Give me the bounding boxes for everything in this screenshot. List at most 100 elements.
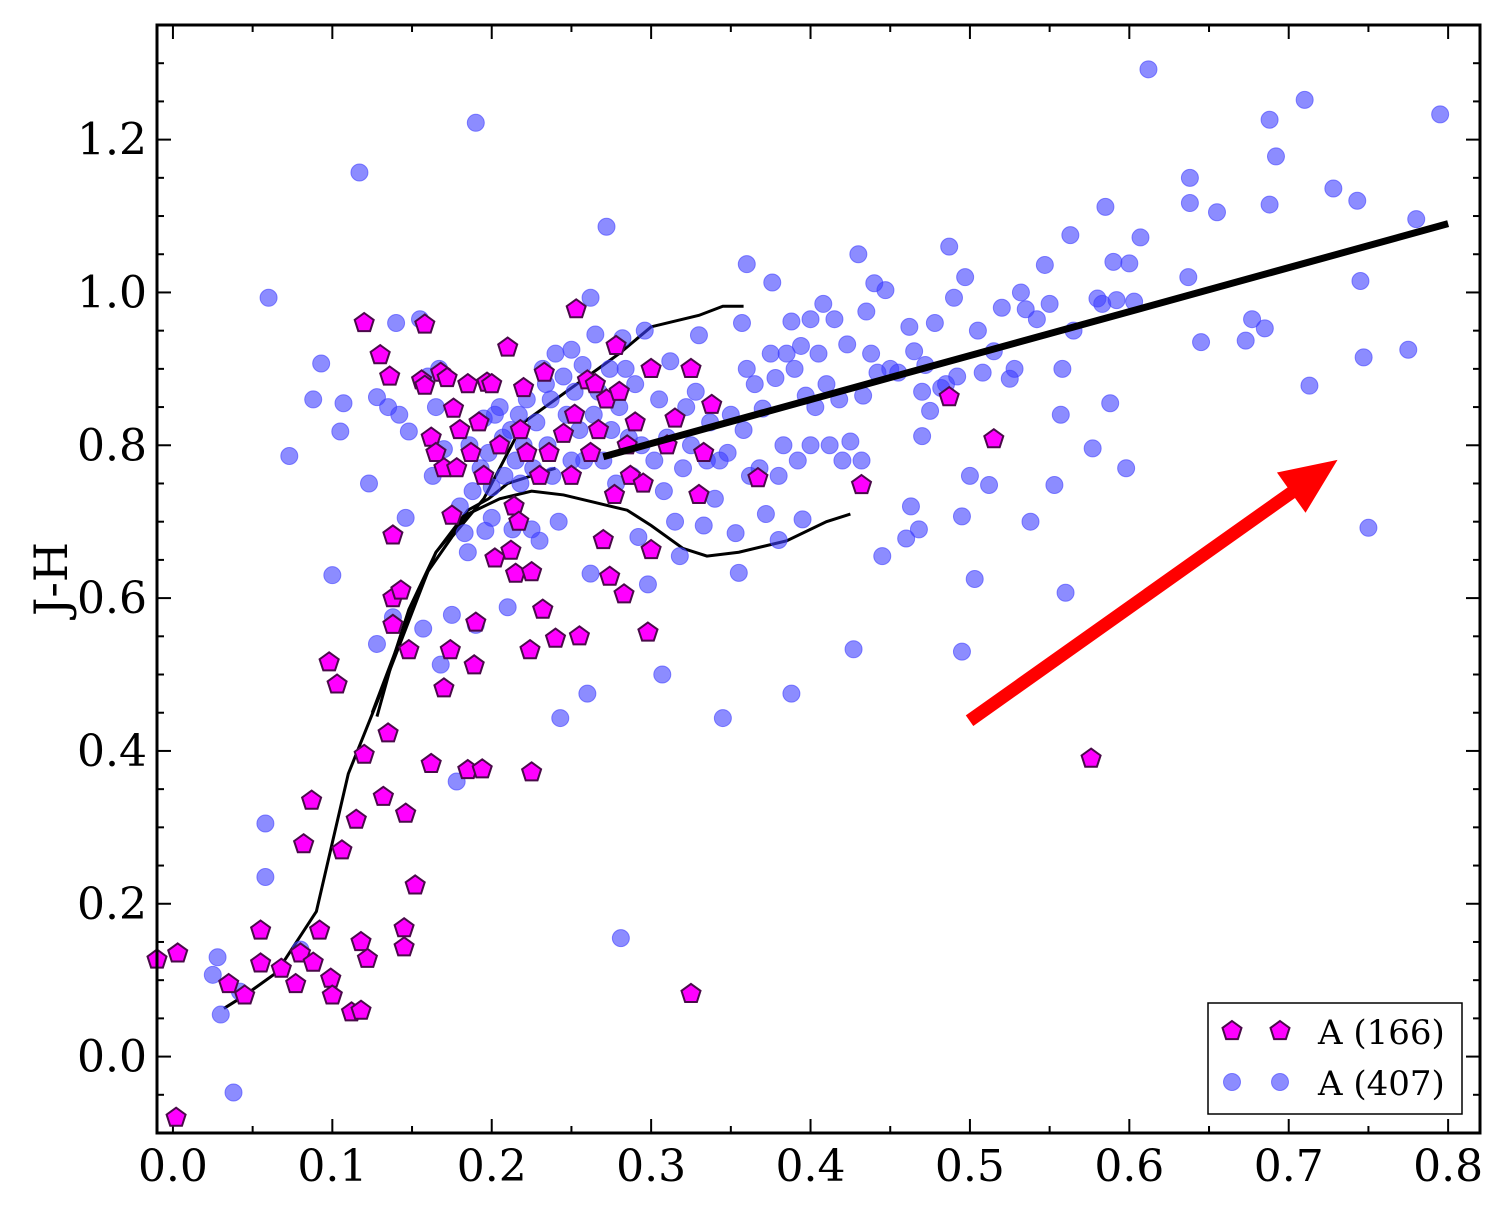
data-point-circle (1051, 405, 1070, 424)
data-point-pentagon (938, 385, 960, 407)
data-point-circle (897, 529, 916, 548)
data-point-pentagon (249, 919, 272, 940)
data-point-pentagon (353, 311, 375, 333)
data-point-circle (782, 684, 801, 703)
data-point-circle (1053, 359, 1072, 378)
data-point-circle (304, 390, 323, 409)
data-point-circle (801, 310, 820, 329)
data-point-circle (597, 217, 616, 236)
data-point-circle (1359, 518, 1378, 537)
data-point-pentagon (321, 984, 343, 1005)
data-point-circle (312, 354, 331, 373)
data-point-circle (1300, 376, 1319, 395)
data-point-circle (431, 655, 450, 674)
data-point-pentagon (489, 434, 511, 455)
data-point-circle (511, 474, 530, 493)
data-point-pentagon (463, 654, 485, 675)
data-point-circle (876, 281, 895, 300)
data-point-circle (581, 564, 600, 583)
data-point-circle (737, 359, 756, 378)
data-point-circle (960, 466, 979, 485)
data-point-pentagon (372, 785, 395, 806)
data-point-pentagon (436, 366, 458, 388)
data-point-circle (726, 524, 745, 543)
legend-pentagon-icon (1269, 1019, 1291, 1041)
data-point-circle (713, 709, 732, 728)
data-point-circle (1035, 255, 1054, 274)
data-point-pentagon (640, 357, 662, 378)
data-point-pentagon (579, 441, 602, 462)
data-point-circle (1104, 252, 1123, 271)
data-point-circle (1061, 226, 1080, 245)
data-point-circle (718, 443, 737, 462)
data-point-circle (554, 367, 573, 386)
data-point-circle (766, 369, 785, 388)
data-point-circle (1096, 197, 1115, 216)
data-point-circle (390, 405, 409, 424)
data-point-pentagon (331, 839, 353, 860)
data-point-pentagon (326, 673, 348, 694)
data-point-circle (1021, 512, 1040, 531)
data-point-pentagon (538, 441, 560, 462)
data-point-pentagon (398, 638, 420, 660)
data-point-circle (674, 459, 693, 478)
data-point-circle (1192, 333, 1211, 352)
data-point-circle (387, 314, 406, 333)
data-point-circle (940, 237, 959, 256)
data-point-circle (208, 948, 227, 967)
data-point-pentagon (442, 397, 465, 418)
data-point-pentagon (433, 677, 455, 698)
data-point-pentagon (592, 528, 614, 550)
data-point-circle (1243, 310, 1262, 329)
data-point-circle (1354, 348, 1373, 367)
data-point-pentagon (414, 313, 436, 334)
data-point-circle (774, 436, 793, 455)
data-point-pentagon (449, 418, 471, 440)
plot-frame (155, 23, 1482, 1135)
data-point-pentagon (441, 504, 463, 525)
data-point-circle (482, 508, 501, 527)
data-point-circle (565, 382, 584, 401)
data-point-pentagon (390, 579, 412, 600)
legend: A (166) A (407) (1207, 1002, 1463, 1115)
data-point-pentagon (565, 298, 587, 319)
data-point-circle (661, 352, 680, 371)
data-point-circle (925, 314, 944, 333)
data-point-circle (901, 497, 920, 516)
data-point-circle (359, 474, 378, 493)
data-point-circle (616, 359, 635, 378)
data-point-pentagon (587, 418, 610, 440)
data-point-circle (562, 340, 581, 359)
data-point-pentagon (637, 621, 659, 642)
data-point-circle (737, 255, 756, 274)
data-point-circle (852, 451, 871, 470)
x-tick-label: 0.6 (1094, 1141, 1164, 1192)
data-point-pentagon (420, 752, 442, 773)
data-point-pentagon (345, 808, 367, 829)
x-tick-label: 0.1 (297, 1141, 367, 1192)
legend-pentagon-markers (1221, 1019, 1291, 1041)
data-point-circle (224, 1083, 243, 1102)
data-point-circle (857, 302, 876, 321)
data-point-pentagon (414, 374, 436, 395)
data-point-pentagon (249, 952, 272, 973)
data-point-circle (1260, 110, 1279, 129)
data-point-circle (1351, 271, 1370, 290)
y-axis-label: J-H (24, 542, 78, 620)
data-point-circle (256, 868, 275, 887)
data-point-pentagon (270, 957, 292, 978)
data-point-circle (1083, 439, 1102, 458)
data-point-pentagon (688, 483, 710, 504)
legend-box (1207, 1002, 1463, 1115)
data-point-pentagon (508, 510, 530, 531)
data-point-pentagon (382, 613, 404, 634)
data-point-circle (1117, 459, 1136, 478)
data-point-circle (259, 288, 278, 307)
data-point-pentagon (481, 372, 503, 394)
data-point-pentagon (289, 942, 312, 963)
data-point-circle (952, 642, 971, 661)
data-point-circle (530, 531, 549, 550)
data-point-circle (965, 570, 984, 588)
data-point-pentagon (302, 951, 324, 972)
data-point-pentagon (465, 611, 487, 632)
